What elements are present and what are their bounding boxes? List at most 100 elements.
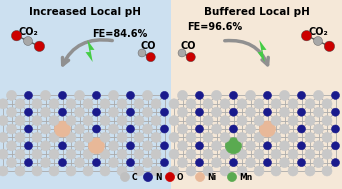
Circle shape <box>160 91 169 99</box>
Circle shape <box>196 159 203 167</box>
Circle shape <box>151 166 161 176</box>
Circle shape <box>254 99 264 109</box>
Circle shape <box>203 99 213 109</box>
Circle shape <box>169 166 179 176</box>
Circle shape <box>92 91 101 99</box>
Circle shape <box>54 121 70 137</box>
Circle shape <box>49 149 59 159</box>
Polygon shape <box>86 40 94 62</box>
Circle shape <box>211 90 222 100</box>
Circle shape <box>298 108 305 116</box>
Circle shape <box>279 90 289 100</box>
Text: FE=84.6%: FE=84.6% <box>92 29 148 39</box>
Circle shape <box>271 99 281 109</box>
Circle shape <box>331 159 340 167</box>
Circle shape <box>75 124 84 134</box>
Text: Increased Local pH: Increased Local pH <box>29 7 141 17</box>
Circle shape <box>40 90 51 100</box>
Circle shape <box>49 116 59 126</box>
Circle shape <box>25 91 32 99</box>
Circle shape <box>108 90 118 100</box>
Circle shape <box>24 36 32 46</box>
Circle shape <box>279 158 289 168</box>
Circle shape <box>40 107 51 117</box>
Circle shape <box>49 166 59 176</box>
Circle shape <box>288 149 298 159</box>
Circle shape <box>225 138 241 154</box>
Circle shape <box>134 116 144 126</box>
Circle shape <box>100 99 110 109</box>
Circle shape <box>160 125 169 133</box>
Circle shape <box>322 116 332 126</box>
Circle shape <box>75 158 84 168</box>
Circle shape <box>32 99 42 109</box>
Circle shape <box>263 142 272 150</box>
Circle shape <box>108 107 118 117</box>
Circle shape <box>220 116 230 126</box>
Circle shape <box>134 149 144 159</box>
Circle shape <box>40 141 51 151</box>
Circle shape <box>32 132 42 142</box>
Circle shape <box>177 124 187 134</box>
Circle shape <box>6 141 16 151</box>
Circle shape <box>211 141 222 151</box>
Circle shape <box>151 132 161 142</box>
Circle shape <box>322 99 332 109</box>
Circle shape <box>138 49 146 57</box>
Circle shape <box>58 108 66 116</box>
Circle shape <box>0 99 8 109</box>
Circle shape <box>40 124 51 134</box>
Circle shape <box>177 158 187 168</box>
Circle shape <box>127 91 134 99</box>
Circle shape <box>100 132 110 142</box>
Circle shape <box>254 116 264 126</box>
Circle shape <box>331 142 340 150</box>
Circle shape <box>324 41 334 52</box>
Circle shape <box>246 90 255 100</box>
Circle shape <box>331 108 340 116</box>
Circle shape <box>177 90 187 100</box>
Circle shape <box>298 159 305 167</box>
Circle shape <box>75 141 84 151</box>
Circle shape <box>58 91 66 99</box>
Circle shape <box>25 142 32 150</box>
Circle shape <box>160 159 169 167</box>
Circle shape <box>237 99 247 109</box>
Bar <box>171 0 342 189</box>
Circle shape <box>260 121 276 137</box>
Circle shape <box>305 149 315 159</box>
Circle shape <box>279 124 289 134</box>
Circle shape <box>196 125 203 133</box>
Circle shape <box>263 159 272 167</box>
Circle shape <box>301 30 312 41</box>
Circle shape <box>151 99 161 109</box>
Circle shape <box>305 99 315 109</box>
Circle shape <box>11 30 22 41</box>
Circle shape <box>83 99 93 109</box>
Circle shape <box>0 132 8 142</box>
Circle shape <box>305 116 315 126</box>
Circle shape <box>66 132 76 142</box>
Circle shape <box>25 125 32 133</box>
Text: N: N <box>155 173 161 181</box>
Circle shape <box>271 132 281 142</box>
Circle shape <box>220 99 230 109</box>
Circle shape <box>314 36 323 46</box>
Text: CO: CO <box>140 41 156 51</box>
Circle shape <box>322 166 332 176</box>
Circle shape <box>6 158 16 168</box>
Circle shape <box>271 116 281 126</box>
Circle shape <box>117 166 127 176</box>
Circle shape <box>160 142 169 150</box>
Circle shape <box>127 125 134 133</box>
Circle shape <box>298 125 305 133</box>
Circle shape <box>220 149 230 159</box>
Circle shape <box>108 124 118 134</box>
Circle shape <box>15 132 25 142</box>
Circle shape <box>298 142 305 150</box>
Circle shape <box>0 149 8 159</box>
Circle shape <box>322 132 332 142</box>
Circle shape <box>127 159 134 167</box>
Circle shape <box>298 91 305 99</box>
Text: O: O <box>177 173 184 181</box>
